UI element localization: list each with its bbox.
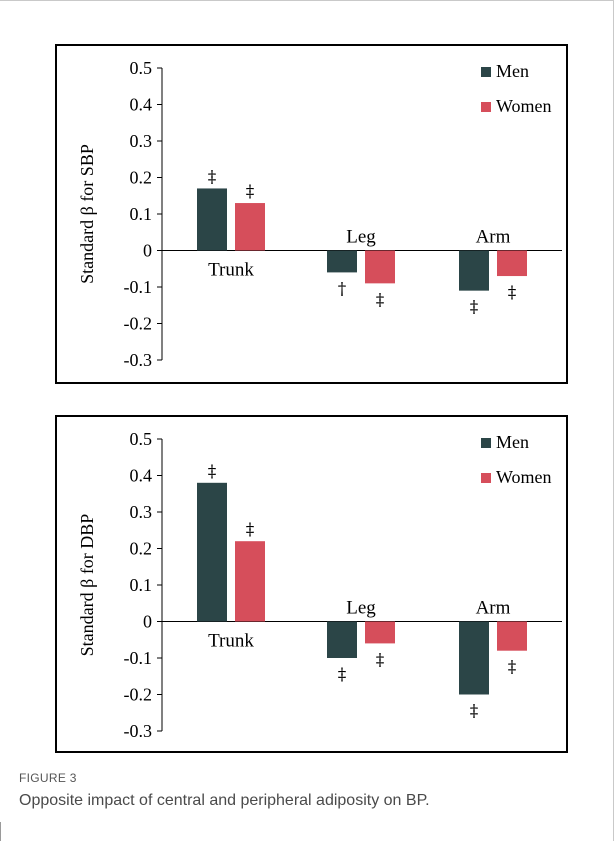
y-tick-label: -0.1 — [124, 277, 153, 297]
significance-mark: ‡ — [470, 298, 479, 318]
y-tick-label: -0.2 — [124, 314, 153, 334]
category-label-arm: Arm — [476, 227, 511, 248]
figure-caption: Opposite impact of central and periphera… — [19, 792, 430, 809]
chart-panel-sbp: 0.5 0.4 0.3 0.2 0.1 0 -0.1 -0.2 -0.3 Standard β f… — [55, 44, 568, 384]
y-tick-label: 0.3 — [130, 502, 153, 522]
y-tick-label: 0.5 — [130, 429, 153, 449]
y-tick-label: 0.1 — [130, 204, 153, 224]
legend-swatch-women — [481, 473, 491, 483]
significance-mark: ‡ — [470, 702, 479, 722]
y-tick-label: 0.2 — [130, 539, 153, 559]
significance-mark: ‡ — [376, 650, 385, 670]
significance-mark: † — [338, 279, 347, 299]
y-tick-label: -0.3 — [124, 721, 153, 741]
legend-label-women: Women — [496, 96, 552, 116]
category-label-arm: Arm — [476, 598, 511, 619]
y-axis-title: Standard β for SBP — [77, 144, 97, 284]
y-tick-label: -0.3 — [124, 350, 153, 370]
significance-mark: ‡ — [246, 182, 255, 202]
y-tick-label: 0.1 — [130, 575, 153, 595]
significance-mark: ‡ — [376, 290, 385, 310]
y-tick-label: 0 — [143, 612, 152, 632]
category-label-trunk: Trunk — [208, 260, 254, 281]
legend-swatch-men — [481, 438, 491, 448]
category-label-leg: Leg — [346, 598, 376, 619]
significance-mark: ‡ — [246, 520, 255, 540]
caption-divider — [0, 822, 1, 841]
bar-trunk-women — [235, 203, 265, 251]
bar-leg-women — [365, 250, 395, 284]
legend-label-women: Women — [496, 467, 552, 487]
y-tick-label: 0.5 — [130, 58, 153, 78]
legend-label-men: Men — [496, 61, 529, 81]
y-tick-label: 0 — [143, 241, 152, 261]
bar-leg-women — [365, 621, 395, 644]
bar-arm-men — [459, 621, 489, 695]
bar-leg-men — [327, 621, 357, 658]
bar-trunk-men — [197, 188, 227, 251]
y-tick-label: -0.1 — [124, 648, 153, 668]
significance-mark: ‡ — [208, 167, 217, 187]
significance-mark: ‡ — [338, 665, 347, 685]
chart-dbp: 0.5 0.4 0.3 0.2 0.1 0 -0.1 -0.2 -0.3 Standard β f… — [77, 429, 562, 741]
legend-swatch-women — [481, 102, 491, 112]
y-tick-label: -0.2 — [124, 685, 153, 705]
category-label-trunk: Trunk — [208, 631, 254, 652]
chart-sbp: 0.5 0.4 0.3 0.2 0.1 0 -0.1 -0.2 -0.3 Standard β f… — [77, 58, 562, 370]
y-axis-title: Standard β for DBP — [77, 514, 97, 657]
bar-trunk-men — [197, 482, 227, 622]
chart-panel-dbp: 0.5 0.4 0.3 0.2 0.1 0 -0.1 -0.2 -0.3 Standard β f… — [55, 415, 568, 753]
bar-arm-women — [497, 250, 527, 277]
y-tick-label: 0.4 — [130, 95, 153, 115]
bar-trunk-women — [235, 541, 265, 622]
y-tick-label: 0.4 — [130, 466, 153, 486]
legend-swatch-men — [481, 67, 491, 77]
bar-leg-men — [327, 250, 357, 273]
category-label-leg: Leg — [346, 227, 376, 248]
y-tick-label: 0.3 — [130, 131, 153, 151]
legend-label-men: Men — [496, 432, 529, 452]
bar-arm-men — [459, 250, 489, 291]
y-tick-label: 0.2 — [130, 168, 153, 188]
figure-label: FIGURE 3 — [19, 771, 77, 785]
significance-mark: ‡ — [508, 658, 517, 678]
bar-arm-women — [497, 621, 527, 651]
significance-mark: ‡ — [208, 462, 217, 482]
significance-mark: ‡ — [508, 283, 517, 303]
